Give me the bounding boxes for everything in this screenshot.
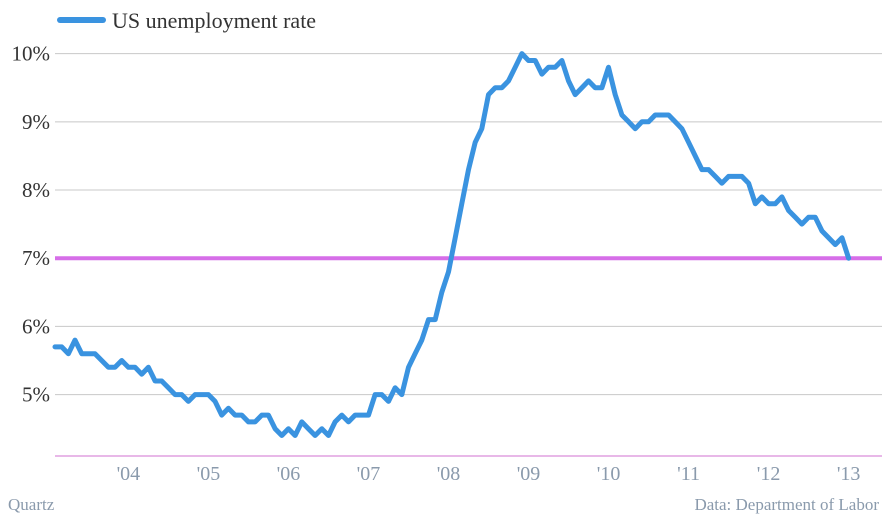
x-tick-label: '08 (437, 463, 461, 485)
x-tick-label: '09 (517, 463, 541, 485)
x-tick-label: '06 (277, 463, 301, 485)
series-line-us-unemployment (52, 51, 852, 438)
y-tick-label: 5% (22, 383, 50, 407)
y-tick-label: 7% (22, 246, 50, 270)
x-tick-label: '10 (597, 463, 621, 485)
y-tick-label: 9% (22, 110, 50, 134)
x-tick-label: '13 (837, 463, 861, 485)
gridlines (55, 53, 882, 396)
legend: US unemployment rate (57, 8, 316, 33)
x-tick-label: '04 (117, 463, 141, 485)
x-tick-label: '11 (677, 463, 700, 485)
y-tick-label: 6% (22, 314, 50, 338)
x-tick-label: '07 (357, 463, 381, 485)
y-tick-label: 8% (22, 178, 50, 202)
credit-label: Quartz (8, 495, 55, 514)
source-label: Data: Department of Labor (694, 495, 879, 514)
x-tick-label: '05 (197, 463, 221, 485)
x-axis-ticks: '04 '05 '06 '07 '08 '09 '10 '11 '12 '13 (117, 463, 861, 485)
y-axis-ticks: 5% 6% 7% 8% 9% 10% (12, 42, 51, 407)
legend-label: US unemployment rate (112, 8, 316, 33)
x-tick-label: '12 (757, 463, 781, 485)
y-tick-label: 10% (12, 42, 51, 66)
